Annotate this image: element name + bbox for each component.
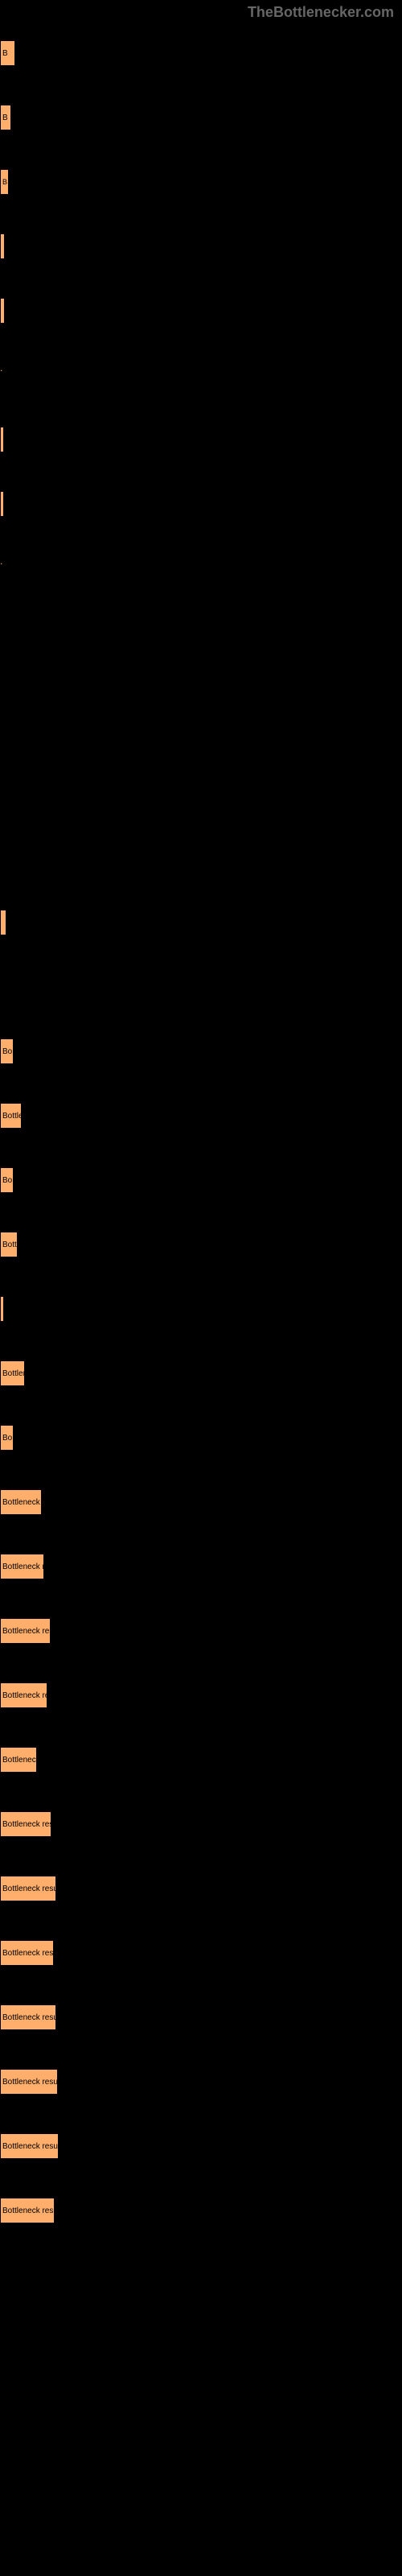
bar-6 bbox=[0, 491, 4, 517]
chart-container: B B B Bo Bottle Bo Bott Bottlen Bo Bottleneck Bott… bbox=[0, 0, 402, 2576]
bar-14: Bo bbox=[0, 1425, 14, 1451]
bar-25: Bottleneck result bbox=[0, 2133, 59, 2159]
bar-16: Bottleneck r bbox=[0, 1554, 44, 1579]
bar-21: Bottleneck result bbox=[0, 1876, 56, 1901]
dot-1: . bbox=[0, 555, 2, 567]
bar-1: B bbox=[0, 105, 11, 130]
bar-24: Bottleneck result bbox=[0, 2069, 58, 2095]
dot-0: . bbox=[0, 362, 2, 374]
bar-8: Bo bbox=[0, 1038, 14, 1064]
bar-7 bbox=[0, 910, 6, 935]
bar-20: Bottleneck res bbox=[0, 1811, 51, 1837]
bar-26: Bottleneck resu bbox=[0, 2198, 55, 2223]
bar-22: Bottleneck resu bbox=[0, 1940, 54, 1966]
bar-12 bbox=[0, 1296, 4, 1322]
bar-10: Bo bbox=[0, 1167, 14, 1193]
bar-17: Bottleneck res bbox=[0, 1618, 51, 1644]
bar-23: Bottleneck result bbox=[0, 2004, 56, 2030]
bar-15: Bottleneck bbox=[0, 1489, 42, 1515]
bar-13: Bottlen bbox=[0, 1360, 25, 1386]
bar-9: Bottle bbox=[0, 1103, 22, 1129]
bar-19: Bottleneck bbox=[0, 1747, 37, 1773]
bar-5 bbox=[0, 427, 4, 452]
bar-4 bbox=[0, 298, 5, 324]
bar-0: B bbox=[0, 40, 15, 66]
bar-11: Bott bbox=[0, 1232, 18, 1257]
bar-18: Bottleneck re bbox=[0, 1682, 47, 1708]
bar-2: B bbox=[0, 169, 9, 195]
bar-3 bbox=[0, 233, 5, 259]
